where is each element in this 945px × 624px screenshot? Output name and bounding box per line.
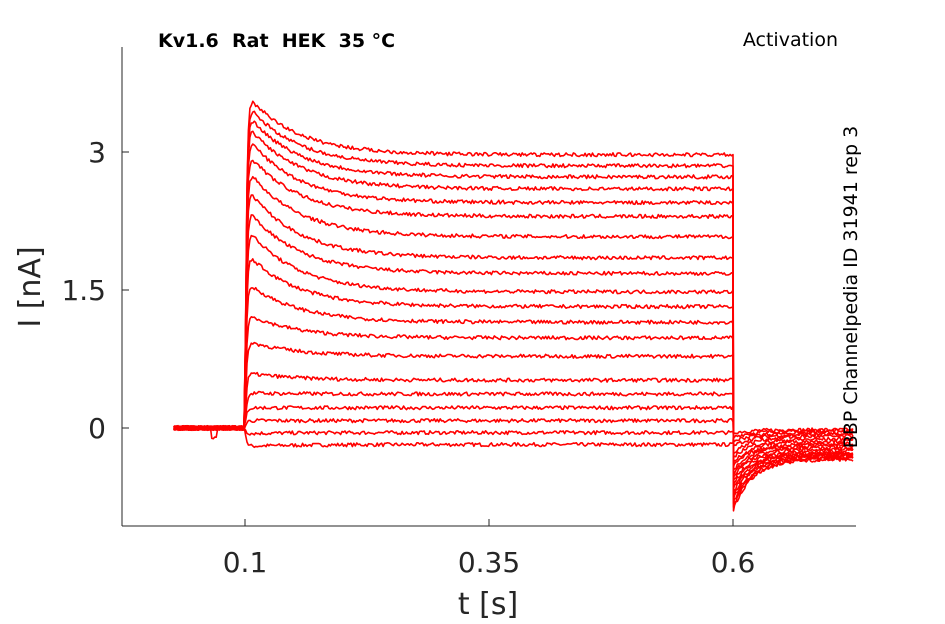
current-trace-line — [173, 390, 854, 454]
y-tick-label: 0 — [88, 412, 106, 445]
y-tick-label: 3 — [88, 136, 106, 169]
current-trace-line — [173, 214, 854, 483]
current-trace-line — [173, 286, 854, 472]
current-trace-line — [173, 258, 854, 475]
x-tick-label: 0.1 — [223, 546, 268, 579]
protocol-label: Activation — [743, 29, 838, 51]
current-trace-line — [173, 194, 854, 486]
current-trace-line — [173, 316, 854, 468]
y-axis-title: I [nA] — [13, 246, 48, 327]
source-id-label: BBP Channelpedia ID 31941 rep 3 — [840, 126, 862, 448]
trace-group — [173, 100, 854, 512]
x-tick-label: 0.6 — [711, 546, 756, 579]
current-trace-line — [173, 130, 854, 501]
x-axis-title: t [s] — [458, 587, 518, 622]
y-tick-group: 01.53 — [61, 136, 129, 445]
x-tick-label: 0.35 — [458, 546, 520, 579]
current-trace-line — [173, 371, 854, 459]
current-trace-line — [173, 120, 854, 505]
x-tick-group: 0.1 0.35 0.6 — [223, 519, 756, 579]
chart-title: Kv1.6 Rat HEK 35 °C — [158, 30, 395, 52]
current-trace-line — [173, 425, 854, 449]
current-trace-line — [173, 341, 854, 464]
current-trace-line — [173, 425, 854, 438]
current-trace-line — [173, 100, 854, 512]
current-trace-line — [173, 159, 854, 494]
current-trace-line — [173, 110, 854, 508]
y-tick-label: 1.5 — [61, 274, 106, 307]
current-trace-line — [173, 418, 854, 443]
current-trace-line — [173, 234, 854, 479]
current-trace-line — [173, 405, 854, 448]
current-trace-line — [173, 143, 854, 497]
